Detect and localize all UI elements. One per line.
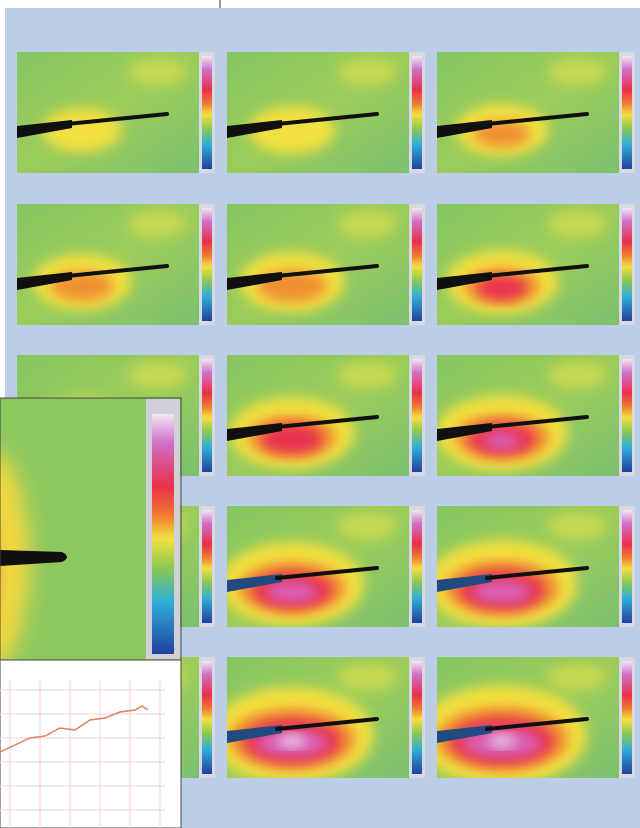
- heat-white: [488, 735, 516, 747]
- colorbar: [622, 56, 632, 169]
- colorbar: [412, 359, 422, 472]
- colorbar: [152, 414, 174, 654]
- probe-needle: [65, 112, 169, 126]
- warm-spot: [127, 58, 187, 86]
- thermal-image: [437, 355, 619, 476]
- probe-needle: [485, 566, 589, 580]
- warm-spot: [547, 210, 607, 238]
- thermal-frame: [17, 204, 215, 325]
- thermal-image: [437, 52, 619, 173]
- probe-needle: [485, 112, 589, 126]
- probe-needle: [485, 415, 589, 429]
- warm-spot: [547, 512, 607, 540]
- trace: [0, 705, 149, 753]
- thermal-image: [437, 506, 619, 627]
- thermal-image: [17, 204, 199, 325]
- colorbar: [622, 661, 632, 774]
- probe-body: [227, 574, 282, 592]
- thermal-image: [437, 657, 619, 778]
- heat-magenta: [483, 433, 521, 449]
- warm-spot: [337, 210, 397, 238]
- warm-spot: [337, 361, 397, 389]
- warm-spot: [127, 361, 187, 389]
- probe-body: [227, 423, 282, 441]
- thermal-image: [227, 506, 409, 627]
- thermal-image: [437, 204, 619, 325]
- colorbar: [202, 359, 212, 472]
- warm-spot: [547, 361, 607, 389]
- heat-white: [278, 735, 306, 747]
- thermal-frame: [227, 204, 425, 325]
- colorbar: [622, 510, 632, 623]
- warm-spot: [547, 58, 607, 86]
- heat-magenta: [472, 581, 532, 603]
- thermal-frame: [227, 52, 425, 173]
- probe-needle: [65, 264, 169, 278]
- thermal-image: [227, 355, 409, 476]
- thermal-frame: [437, 52, 635, 173]
- colorbar: [202, 208, 212, 321]
- warm-spot: [337, 663, 397, 691]
- warm-spot: [337, 58, 397, 86]
- probe-needle: [275, 415, 379, 429]
- probe-needle: [275, 112, 379, 126]
- probe-body: [227, 725, 282, 743]
- probe-body: [437, 574, 492, 592]
- probe-body: [17, 120, 72, 138]
- probe-body: [437, 120, 492, 138]
- probe-body: [17, 272, 72, 290]
- thermal-image: [227, 204, 409, 325]
- probe-body: [227, 120, 282, 138]
- probe-body: [227, 272, 282, 290]
- colorbar: [622, 208, 632, 321]
- warm-spot: [337, 512, 397, 540]
- plot-panel: [0, 659, 182, 828]
- colorbar: [202, 56, 212, 169]
- probe-body: [437, 725, 492, 743]
- thermal-frame: [437, 355, 635, 476]
- thermal-image: [17, 52, 199, 173]
- colorbar: [202, 510, 212, 623]
- probe-needle: [275, 717, 379, 731]
- thermal-frame: [227, 355, 425, 476]
- colorbar: [412, 208, 422, 321]
- probe-needle: [485, 717, 589, 731]
- thermal-frame: [437, 204, 635, 325]
- probe-needle: [275, 566, 379, 580]
- colorbar: [412, 510, 422, 623]
- thermal-image: [227, 657, 409, 778]
- probe: [0, 550, 67, 566]
- enlarged-view: [0, 397, 182, 828]
- heat-magenta: [266, 582, 318, 602]
- warm-spot: [127, 210, 187, 238]
- colorbar: [622, 359, 632, 472]
- probe-needle: [485, 264, 589, 278]
- colorbar: [412, 661, 422, 774]
- thermal-frame: [227, 506, 425, 627]
- thermal-frame: [227, 657, 425, 778]
- colorbar: [412, 56, 422, 169]
- thermal-frame: [437, 657, 635, 778]
- heat-red: [477, 275, 527, 301]
- probe-needle: [275, 264, 379, 278]
- heat-yellow: [248, 106, 336, 154]
- enlarged-image: [0, 398, 146, 660]
- thermal-frame: [17, 52, 215, 173]
- thermal-image: [227, 52, 409, 173]
- warm-spot: [547, 663, 607, 691]
- probe-body: [437, 423, 492, 441]
- probe-body: [437, 272, 492, 290]
- thermal-frame: [437, 506, 635, 627]
- colorbar: [202, 661, 212, 774]
